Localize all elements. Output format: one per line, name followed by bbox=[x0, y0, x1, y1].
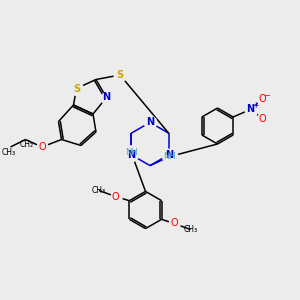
Text: S: S bbox=[73, 83, 80, 94]
Text: N: N bbox=[102, 92, 111, 103]
Text: O: O bbox=[112, 191, 119, 202]
Text: CH₃: CH₃ bbox=[2, 148, 16, 157]
Text: NH: NH bbox=[125, 148, 138, 157]
Text: O: O bbox=[259, 94, 266, 104]
Text: S: S bbox=[116, 70, 124, 80]
Text: −: − bbox=[263, 91, 271, 100]
Text: CH₃: CH₃ bbox=[183, 225, 198, 234]
Text: O: O bbox=[38, 142, 46, 152]
Text: N: N bbox=[165, 150, 173, 160]
Text: CH₃: CH₃ bbox=[92, 186, 106, 195]
Text: N: N bbox=[246, 104, 255, 115]
Text: +: + bbox=[252, 101, 258, 110]
Text: O: O bbox=[259, 113, 266, 124]
Text: CH₂: CH₂ bbox=[20, 140, 34, 149]
Text: N: N bbox=[146, 117, 154, 128]
Text: NH: NH bbox=[163, 152, 176, 161]
Text: O: O bbox=[170, 218, 178, 229]
Text: N: N bbox=[127, 150, 135, 160]
